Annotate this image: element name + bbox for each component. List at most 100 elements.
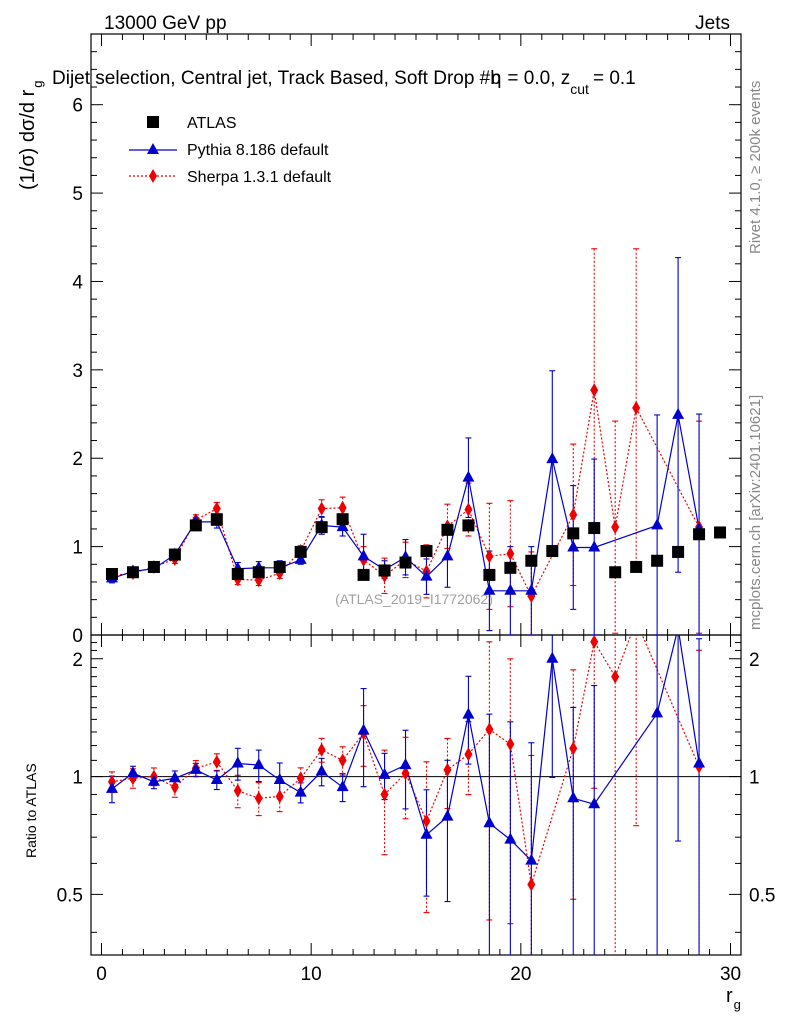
pythia-ratio-point xyxy=(504,832,517,844)
ylabel-main-sub: g xyxy=(30,81,45,88)
pythia-ratio-point xyxy=(126,766,139,778)
atlas-point xyxy=(630,560,643,573)
sherpa-ratio-point xyxy=(569,741,578,756)
pythia-point xyxy=(588,540,601,552)
sherpa-point xyxy=(590,383,599,398)
atlas-point xyxy=(273,560,286,573)
title-eta-glyph: η xyxy=(491,68,502,89)
pythia-point xyxy=(504,583,517,595)
pythia-ratio-point xyxy=(525,853,538,865)
pythia-point xyxy=(462,470,475,482)
pythia-point xyxy=(546,452,559,464)
pythia-ratio-point xyxy=(672,621,684,632)
sherpa-point xyxy=(212,501,221,516)
pythia-point xyxy=(357,549,370,561)
sherpa-ratio-point xyxy=(464,747,473,762)
atlas-point xyxy=(483,568,496,581)
atlas-point xyxy=(357,568,370,581)
sherpa-ratio-point xyxy=(401,766,410,781)
y-tick-label-ratio-right: 1 xyxy=(749,768,760,789)
sherpa-point xyxy=(485,549,494,564)
y-tick-label-ratio-right: 2 xyxy=(749,650,760,671)
watermark: (ATLAS_2019_I1772062) xyxy=(335,591,493,607)
sherpa-point xyxy=(569,507,578,522)
pythia-ratio-point xyxy=(294,785,307,797)
sherpa-point xyxy=(317,501,326,516)
atlas-point xyxy=(462,519,475,532)
pythia-ratio-point xyxy=(357,723,370,735)
y-tick-label-main: 2 xyxy=(72,449,83,470)
y-axis-title-main: (1/σ) dσ/d rg xyxy=(17,81,45,191)
y-tick-label-main: 1 xyxy=(72,538,83,559)
y-tick-label-main: 3 xyxy=(72,361,83,382)
atlas-point xyxy=(210,513,223,526)
sherpa-ratio-point xyxy=(338,753,347,768)
title-main: Dijet selection, Central jet, Track Base… xyxy=(52,68,501,89)
y-tick-label-main: 0 xyxy=(72,626,83,647)
pythia-ratio-point xyxy=(231,756,244,768)
ratio-panel-series xyxy=(105,614,706,955)
title-beta: = 0.0, z xyxy=(507,68,570,89)
atlas-point xyxy=(672,545,685,558)
pythia-ratio-point xyxy=(210,772,223,784)
y-tick-label-ratio-left: 2 xyxy=(72,650,83,671)
sherpa-ratio-point xyxy=(422,813,431,828)
pythia-point xyxy=(336,520,349,532)
pythia-ratio-point xyxy=(147,774,160,786)
pythia-ratio-point xyxy=(693,756,706,768)
pythia-point xyxy=(672,407,685,419)
pythia-ratio-point xyxy=(546,651,559,663)
sherpa-ratio-point xyxy=(443,762,452,777)
sherpa-ratio-point xyxy=(212,754,221,769)
sherpa-ratio-point xyxy=(317,742,326,757)
sherpa-ratio-point xyxy=(233,783,242,798)
pythia-ratio-point xyxy=(378,767,391,779)
atlas-point xyxy=(315,521,328,534)
sherpa-line xyxy=(111,390,700,598)
pythia-point xyxy=(525,583,538,595)
atlas-point xyxy=(126,566,139,579)
sherpa-ratio-point xyxy=(275,789,284,804)
sherpa-ratio-point xyxy=(632,614,640,628)
atlas-point xyxy=(588,522,601,535)
rivet-label: Rivet 4.1.0, ≥ 200k events xyxy=(747,81,764,254)
sherpa-point xyxy=(464,502,473,517)
atlas-point xyxy=(693,528,706,541)
pythia-ratio-point xyxy=(105,781,118,793)
sherpa-point xyxy=(632,400,641,415)
pythia-point xyxy=(567,540,580,552)
legend-pythia-marker xyxy=(147,143,159,154)
atlas-point xyxy=(168,548,181,561)
atlas-point xyxy=(189,519,202,532)
y-tick-label-ratio-right: 0.5 xyxy=(749,885,775,906)
pythia-ratio-point xyxy=(273,772,286,784)
legend-pythia-label: Pythia 8.186 default xyxy=(187,142,329,159)
sherpa-ratio-point xyxy=(485,722,494,737)
legend-atlas-label: ATLAS xyxy=(187,115,237,132)
pythia-ratio-point xyxy=(567,791,580,803)
mcplots-label: mcplots.cern.ch [arXiv:2401.10621] xyxy=(747,395,764,630)
legend: ATLAS Pythia 8.186 default Sherpa 1.3.1 … xyxy=(129,115,332,186)
x-tick-label: 0 xyxy=(96,964,107,985)
legend-sherpa-label: Sherpa 1.3.1 default xyxy=(187,169,332,186)
pythia-ratio-point xyxy=(651,706,664,718)
atlas-point xyxy=(567,527,580,540)
y-tick-label-ratio-left: 0.5 xyxy=(57,885,83,906)
atlas-point xyxy=(378,564,391,577)
pythia-ratio-point xyxy=(588,797,601,809)
atlas-point xyxy=(609,566,622,579)
atlas-point xyxy=(714,526,727,539)
sherpa-point xyxy=(506,546,515,561)
legend-atlas-marker xyxy=(147,116,159,128)
x-tick-label: 10 xyxy=(301,964,322,985)
pythia-ratio-point xyxy=(168,771,181,783)
pythia-point xyxy=(483,583,496,595)
ratio-panel-frame xyxy=(90,634,742,956)
pythia-point xyxy=(441,549,454,561)
atlas-point xyxy=(252,566,265,579)
atlas-point xyxy=(525,554,538,567)
atlas-point xyxy=(546,545,559,558)
pythia-ratio-point xyxy=(336,780,349,792)
axis-tick-labels: 0 10 20 30 0 1 2 3 4 5 6 0.5 0.5 1 1 2 2 xyxy=(57,96,776,985)
sherpa-ratio-point xyxy=(380,787,389,802)
